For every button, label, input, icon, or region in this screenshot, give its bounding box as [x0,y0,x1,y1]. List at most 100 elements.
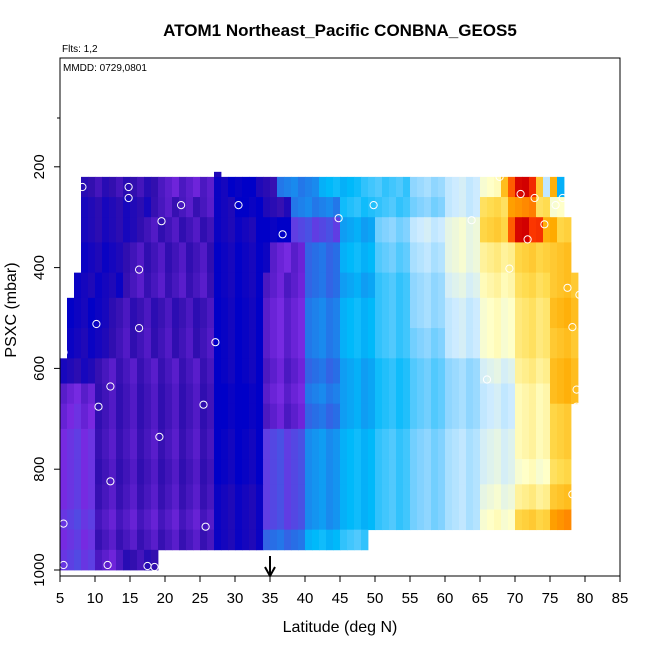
heatmap-cell [284,459,292,485]
heatmap-cell [494,176,502,198]
heatmap-cell [235,242,243,274]
heatmap-cell [410,403,418,430]
heatmap-cell [249,197,257,218]
heatmap-cell [487,459,495,485]
heatmap-cell [550,297,558,329]
heatmap-cell [459,428,467,460]
heatmap-cell [389,217,397,243]
heatmap-cell [60,484,68,510]
sample-point [551,201,560,210]
heatmap-cell [319,197,327,218]
heatmap-cell [515,176,523,198]
heatmap-cell [109,328,117,359]
heatmap-cell [235,403,243,430]
heatmap-cell [305,383,313,405]
heatmap-cell [557,484,565,510]
heatmap-cell [557,509,565,531]
heatmap-cell [151,297,159,329]
heatmap-cell [221,242,229,274]
heatmap-cell [158,197,166,218]
heatmap-cell [88,176,96,198]
heatmap-cell [81,328,89,359]
heatmap-cell [543,383,551,405]
heatmap-cell [298,529,306,551]
sample-point [482,375,492,384]
heatmap-cell [179,197,187,218]
heatmap-cell [95,242,103,274]
heatmap-cell [158,484,166,510]
heatmap-cell [529,242,537,274]
y-axis: 200 400 600 800 1000 [31,117,60,587]
heatmap-cell [151,242,159,274]
heatmap-cell [179,459,187,485]
heatmap-cell [312,529,320,551]
heatmap-cell [249,484,257,510]
heatmap-cell [137,242,145,274]
heatmap-cell [81,197,89,218]
heatmap-cell [494,358,502,384]
heatmap-cell [305,297,313,329]
heatmap-cell [284,297,292,329]
heatmap-cell [179,358,187,384]
heatmap-cell [270,529,278,551]
heatmap-cell [193,529,201,551]
heatmap-cell [179,484,187,510]
heatmap-cell [172,176,180,198]
heatmap-cell [242,459,250,485]
heatmap-cell [487,176,495,198]
heatmap-cell [410,509,418,531]
heatmap-cell [438,272,446,299]
heatmap-cell [137,297,145,329]
heatmap-cell [508,328,516,359]
heatmap-cell [417,217,425,243]
heatmap-cell [193,428,201,460]
heatmap-cell [172,529,180,551]
heatmap-cell [88,217,96,243]
heatmap-cell [543,217,551,243]
heatmap-cell [242,272,250,299]
heatmap-cell [459,272,467,299]
heatmap-cell [116,403,124,430]
heatmap-cell [564,272,572,299]
heatmap-cell [326,328,334,359]
heatmap-cell [557,197,565,218]
heatmap-cell [214,403,222,430]
heatmap-cell [424,509,432,531]
heatmap-cell [564,403,572,430]
heatmap-cell [473,197,481,218]
heatmap-cell [424,176,432,198]
heatmap-cell [459,328,467,359]
heatmap-cell [249,328,257,359]
heatmap-cell [116,383,124,405]
heatmap-cell [291,297,299,329]
heatmap-cell [88,549,96,571]
heatmap-cell [438,176,446,198]
heatmap-cell [410,459,418,485]
heatmap-cell [263,509,271,531]
heatmap-cell [214,171,222,178]
heatmap-cell [564,217,572,243]
heatmap-cell [571,383,579,405]
heatmap-cell [102,176,110,198]
heatmap-cell [326,176,334,198]
heatmap-cell [298,217,306,243]
heatmap-cell [424,383,432,405]
heatmap-cell [102,272,110,299]
heatmap-cells [60,171,579,571]
heatmap-cell [249,403,257,430]
heatmap-cell [186,176,194,198]
heatmap-cell [431,383,439,405]
heatmap-cell [144,328,152,359]
heatmap-cell [333,484,341,510]
heatmap-cell [109,197,117,218]
heatmap-cell [480,358,488,384]
heatmap-cell [508,297,516,329]
heatmap-cell [291,358,299,384]
heatmap-cell [200,272,208,299]
heatmap-cell [214,383,222,405]
heatmap-cell [368,242,376,274]
heatmap-cell [137,403,145,430]
heatmap-cell [123,428,131,460]
heatmap-cell [410,428,418,460]
